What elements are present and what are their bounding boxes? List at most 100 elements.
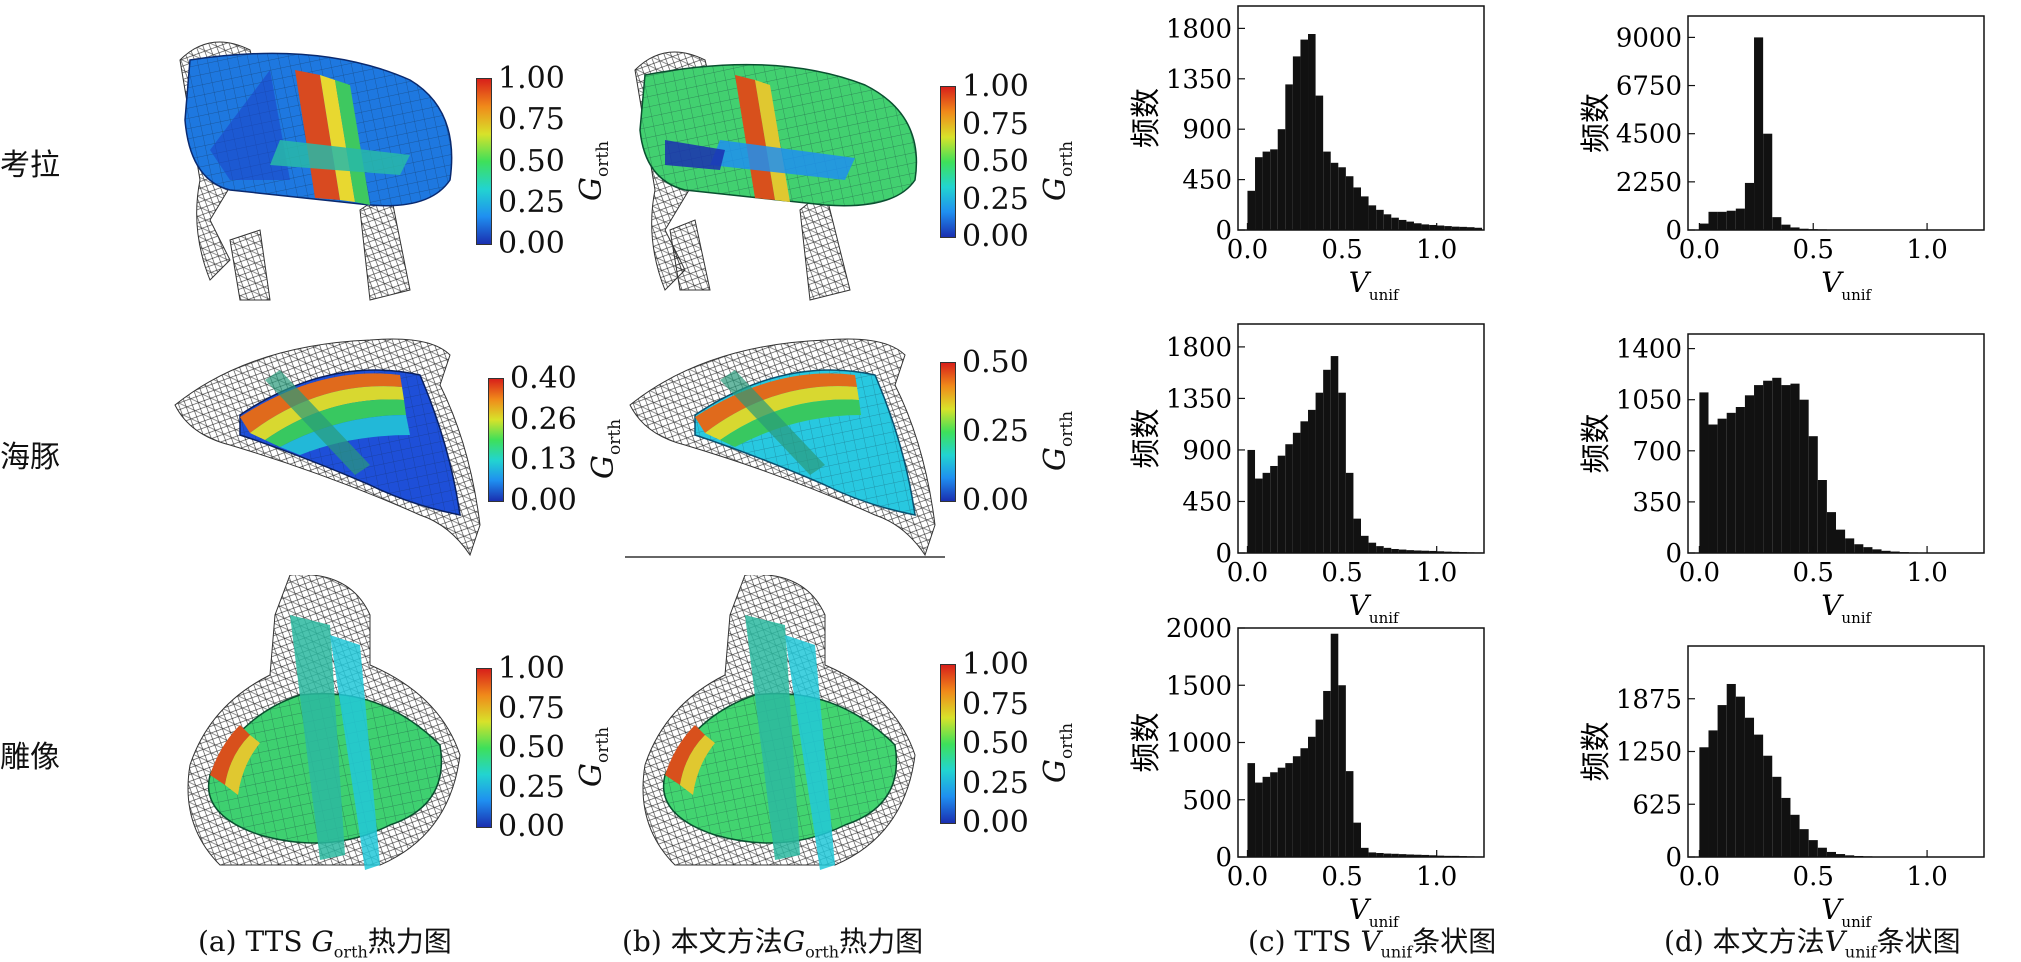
histogram-bar	[1414, 223, 1422, 230]
y-tick-label: 500	[1182, 786, 1232, 816]
histogram-bar	[1300, 748, 1308, 857]
histogram-bar	[1316, 720, 1324, 857]
histogram-bar	[1308, 737, 1316, 857]
histogram-bar	[1827, 512, 1836, 553]
histogram-bar	[1316, 393, 1324, 553]
colorbar-tick: 0.00	[962, 808, 1029, 838]
y-tick-label: 0	[1665, 539, 1682, 569]
histogram-bar	[1270, 149, 1278, 230]
colorbar-tick: 1.00	[498, 64, 565, 94]
x-axis-label: Vunif	[1349, 266, 1400, 304]
histogram-bar	[1863, 547, 1872, 553]
x-tick-label: 0.0	[1679, 235, 1720, 265]
histogram-bar	[1308, 34, 1316, 230]
colorbar-tick: 0.25	[962, 185, 1029, 215]
colorbar-tick: 1.00	[498, 654, 565, 684]
histogram-bar	[1781, 225, 1790, 230]
colorbar-tick: 0.00	[962, 222, 1029, 252]
colorbar-tick: 0.50	[962, 348, 1029, 378]
histogram-bar	[1353, 823, 1361, 857]
y-tick-label: 1800	[1166, 333, 1232, 363]
colorbar-tick: 0.25	[962, 417, 1029, 447]
y-tick-label: 0	[1665, 843, 1682, 873]
histogram-bar	[1800, 829, 1809, 857]
histogram-bar	[1772, 777, 1781, 857]
histogram-bar	[1745, 718, 1754, 857]
histogram-bar	[1270, 466, 1278, 553]
x-tick-label: 0.5	[1321, 235, 1362, 265]
histogram-bar	[1727, 211, 1736, 230]
histogram-bar	[1763, 756, 1772, 857]
y-tick-label: 4500	[1616, 120, 1682, 150]
histogram-bar	[1331, 163, 1339, 230]
y-tick-label: 2000	[1166, 614, 1232, 644]
x-tick-label: 1.0	[1906, 558, 1947, 588]
y-tick-label: 0	[1215, 216, 1232, 246]
caption-c: (c) TTS Vunif条状图	[1248, 920, 1496, 962]
histogram-bar	[1293, 56, 1301, 230]
histogram-bar	[1247, 191, 1255, 230]
colorbar-tick: 0.25	[498, 188, 565, 218]
histogram-bar	[1708, 212, 1717, 230]
histogram-bar	[1809, 436, 1818, 553]
y-tick-label: 1500	[1166, 671, 1232, 701]
y-tick-label: 0	[1215, 539, 1232, 569]
x-tick-label: 0.5	[1321, 558, 1362, 588]
histogram-bar	[1391, 218, 1399, 230]
y-tick-label: 9000	[1616, 23, 1682, 53]
x-tick-label: 1.0	[1416, 558, 1457, 588]
histogram-bar	[1422, 224, 1430, 230]
y-tick-label: 1250	[1616, 738, 1682, 768]
row-label-dolphin: 海豚	[0, 432, 60, 476]
histogram-bar	[1255, 783, 1263, 857]
histogram-bar	[1699, 392, 1708, 553]
dolphin-mesh-ours	[625, 325, 945, 575]
colorbar-axis-label: Gorth	[1038, 411, 1077, 471]
histogram-bar	[1278, 456, 1286, 553]
statue-mesh-tts	[180, 575, 480, 875]
histogram-bar	[1754, 385, 1763, 553]
histogram-bar	[1263, 473, 1271, 553]
histogram-bar	[1338, 167, 1346, 230]
caption-b: (b) 本文方法Gorth热力图	[622, 920, 923, 962]
colorbar-a-row2	[488, 378, 504, 502]
histogram-bar	[1331, 634, 1339, 857]
histogram-bar	[1736, 407, 1745, 553]
y-axis-label: 频数	[1579, 414, 1614, 474]
x-tick-label: 0.0	[1679, 862, 1720, 892]
x-axis-label: Vunif	[1821, 589, 1872, 627]
histogram-bar	[1278, 129, 1286, 230]
histogram-bar	[1316, 96, 1324, 230]
koala-mesh-ours	[625, 40, 925, 320]
caption-a: (a) TTS Gorth热力图	[198, 920, 452, 962]
y-axis-label: 频数	[1129, 713, 1164, 773]
histogram-bar	[1827, 852, 1836, 857]
statue-mesh-ours	[635, 575, 935, 875]
colorbar-b-row1	[940, 86, 956, 238]
colorbar-tick: 0.00	[962, 486, 1029, 516]
x-tick-label: 1.0	[1416, 235, 1457, 265]
colorbar-tick: 0.75	[498, 694, 565, 724]
histogram-bar	[1699, 224, 1708, 230]
histogram-bar	[1772, 217, 1781, 230]
histogram-bar	[1763, 134, 1772, 230]
histogram-bar	[1718, 705, 1727, 857]
histogram-bar	[1247, 763, 1255, 857]
colorbar-b-row2	[940, 362, 956, 502]
x-tick-label: 0.0	[1679, 558, 1720, 588]
y-tick-label: 450	[1182, 487, 1232, 517]
histogram-bar	[1745, 395, 1754, 553]
x-tick-label: 0.5	[1793, 235, 1834, 265]
colorbar-tick: 0.40	[510, 364, 577, 394]
histogram-bar	[1772, 378, 1781, 553]
y-tick-label: 0	[1215, 843, 1232, 873]
histogram-bar	[1800, 400, 1809, 553]
histogram-bar	[1754, 735, 1763, 857]
histogram-bar	[1818, 848, 1827, 857]
histogram-bar	[1300, 421, 1308, 553]
histogram-bar	[1781, 385, 1790, 553]
histogram-bar	[1376, 210, 1384, 230]
y-tick-label: 6750	[1616, 72, 1682, 102]
y-tick-label: 1400	[1616, 335, 1682, 365]
